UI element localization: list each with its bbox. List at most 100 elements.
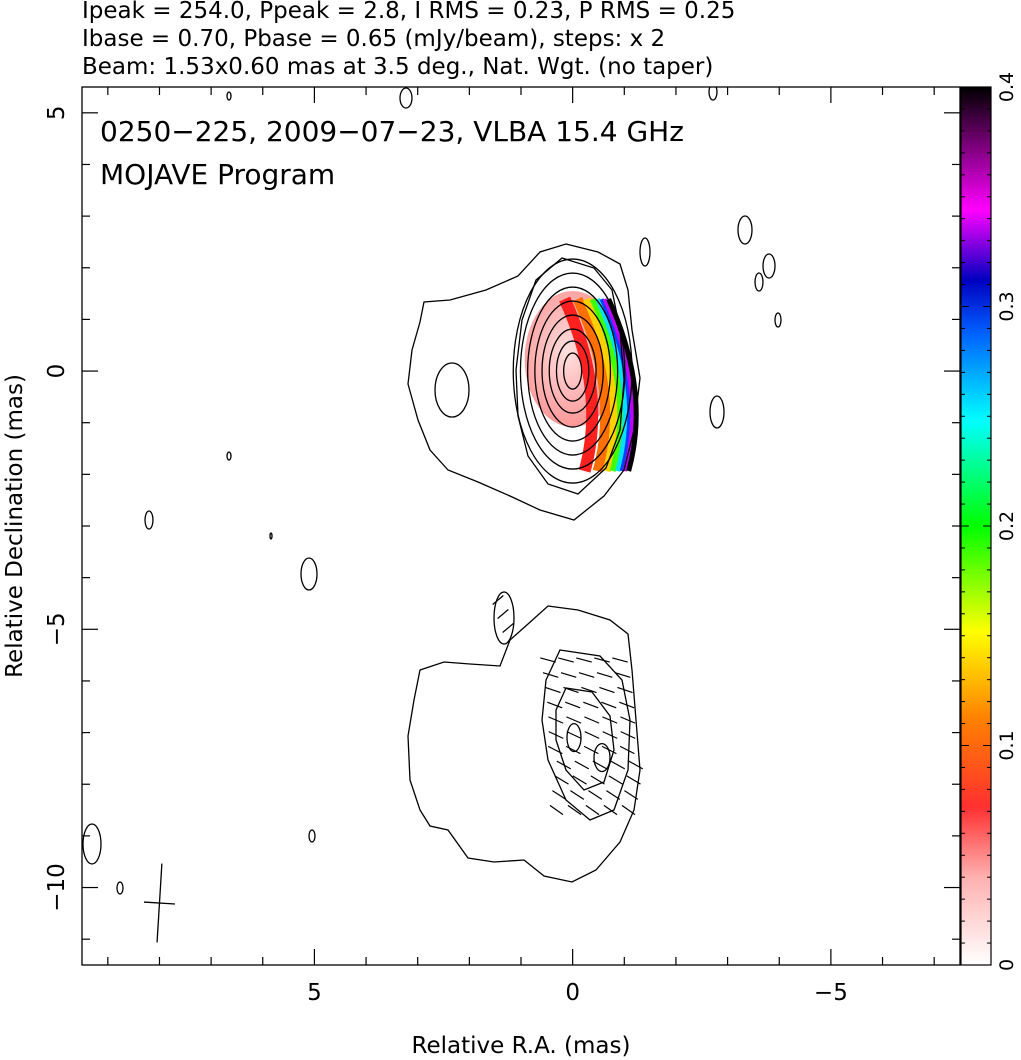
evpa-vectors: [492, 595, 644, 816]
contour-level: [434, 362, 470, 418]
noise-contour: [300, 557, 318, 591]
contour-outer: [407, 243, 641, 521]
evpa-tick: [563, 686, 579, 694]
contour-level: [526, 286, 619, 456]
contour-level: [541, 314, 604, 428]
evpa-tick: [606, 790, 621, 800]
evpa-tick: [574, 760, 590, 770]
evpa-tick: [620, 731, 636, 739]
noise-contour: [754, 272, 764, 292]
contour-level: [555, 340, 590, 402]
evpa-tick: [626, 775, 641, 785]
evpa-tick: [590, 775, 605, 785]
evpa-tick: [628, 760, 644, 770]
polarization-band: [599, 298, 632, 472]
contour-level: [541, 649, 631, 821]
evpa-tick: [556, 760, 572, 770]
polarization-band: [583, 297, 619, 473]
header-line-2: Ibase = 0.70, Pbase = 0.65 (mJy/beam), s…: [82, 26, 665, 52]
beam-marker: [143, 863, 175, 943]
contour-level: [519, 272, 626, 470]
evpa-tick: [583, 701, 599, 709]
evpa-tick: [601, 701, 617, 709]
plot-frame: [81, 86, 961, 966]
evpa-tick: [566, 731, 582, 739]
evpa-tick: [588, 790, 603, 800]
evpa-tick: [602, 716, 618, 724]
contour-level: [493, 591, 515, 645]
header-line-1: Ipeak = 254.0, Ppeak = 2.8, I RMS = 0.23…: [82, 0, 735, 24]
evpa-tick: [581, 686, 597, 694]
evpa-tick: [624, 790, 639, 800]
evpa-tick: [619, 701, 635, 709]
contour-level: [566, 722, 582, 753]
colorbar-tick-label: 0.2: [996, 511, 1018, 541]
noise-contour: [226, 451, 232, 461]
evpa-tick: [540, 657, 556, 663]
x-axis-label: Relative R.A. (mas): [412, 1033, 631, 1059]
evpa-tick: [617, 686, 633, 694]
evpa-tick: [584, 731, 600, 739]
contour-set: [82, 87, 782, 895]
noise-contour: [737, 215, 753, 245]
noise-contour: [269, 532, 273, 540]
evpa-tick: [610, 760, 626, 770]
chart-subtitle: MOJAVE Program: [100, 158, 335, 191]
evpa-tick: [601, 745, 617, 755]
fractional-polarization-fill: [524, 291, 639, 473]
x-tick-label: 0: [565, 980, 580, 1006]
evpa-tick: [566, 716, 582, 724]
polarization-band: [589, 297, 624, 472]
evpa-tick: [612, 657, 628, 663]
contour-level: [562, 352, 583, 390]
noise-contour: [308, 829, 316, 843]
noise-contour: [762, 253, 776, 279]
y-tick-label: −5: [44, 612, 70, 646]
evpa-tick: [602, 731, 618, 739]
y-tick-label: 0: [44, 364, 70, 379]
evpa-tick: [567, 804, 582, 816]
colorbar-tick-label: 0.3: [996, 291, 1018, 321]
chart-title: 0250−225, 2009−07−23, VLBA 15.4 GHz: [100, 115, 684, 148]
evpa-tick: [585, 804, 600, 816]
evpa-tick: [552, 790, 567, 800]
x-tick-label: 5: [307, 980, 322, 1006]
evpa-tick: [599, 686, 615, 694]
x-tick-label: −5: [814, 980, 848, 1006]
noise-contour: [774, 312, 782, 328]
colorbar-ticks: 0 0.1 0.2 0.3 0.4: [961, 72, 1018, 971]
evpa-tick: [548, 731, 564, 739]
contour-level: [512, 258, 633, 484]
evpa-tick: [549, 804, 564, 816]
axis-tick-labels: 5 0 −5 5 0 −5 −10: [44, 106, 848, 1006]
contour-level: [555, 687, 615, 791]
y-axis-label: Relative Declination (mas): [2, 374, 28, 678]
evpa-tick: [576, 657, 592, 663]
colorbar-tick-label: 0.4: [996, 72, 1018, 102]
noise-contour: [639, 237, 651, 267]
evpa-tick: [572, 775, 587, 785]
evpa-tick: [548, 716, 564, 724]
contour-level: [534, 300, 612, 442]
evpa-tick: [608, 775, 623, 785]
noise-contour: [82, 823, 102, 865]
axis-ticks: [82, 87, 960, 965]
noise-contour: [226, 91, 232, 101]
evpa-tick: [497, 609, 509, 619]
evpa-tick: [565, 745, 581, 755]
evpa-tick: [492, 595, 504, 605]
contour-level: [548, 328, 597, 414]
evpa-tick: [565, 701, 581, 709]
evpa-tick: [542, 672, 559, 678]
evpa-tick: [558, 657, 574, 663]
noise-contour: [709, 395, 725, 429]
evpa-tick: [621, 804, 636, 816]
evpa-tick: [619, 745, 635, 755]
contour-level: [593, 742, 611, 773]
noise-contour: [116, 881, 124, 895]
evpa-tick: [502, 623, 514, 633]
contour-level: [515, 257, 625, 495]
evpa-tick: [570, 790, 585, 800]
evpa-tick: [545, 686, 561, 694]
beam-minor-axis: [143, 901, 175, 905]
